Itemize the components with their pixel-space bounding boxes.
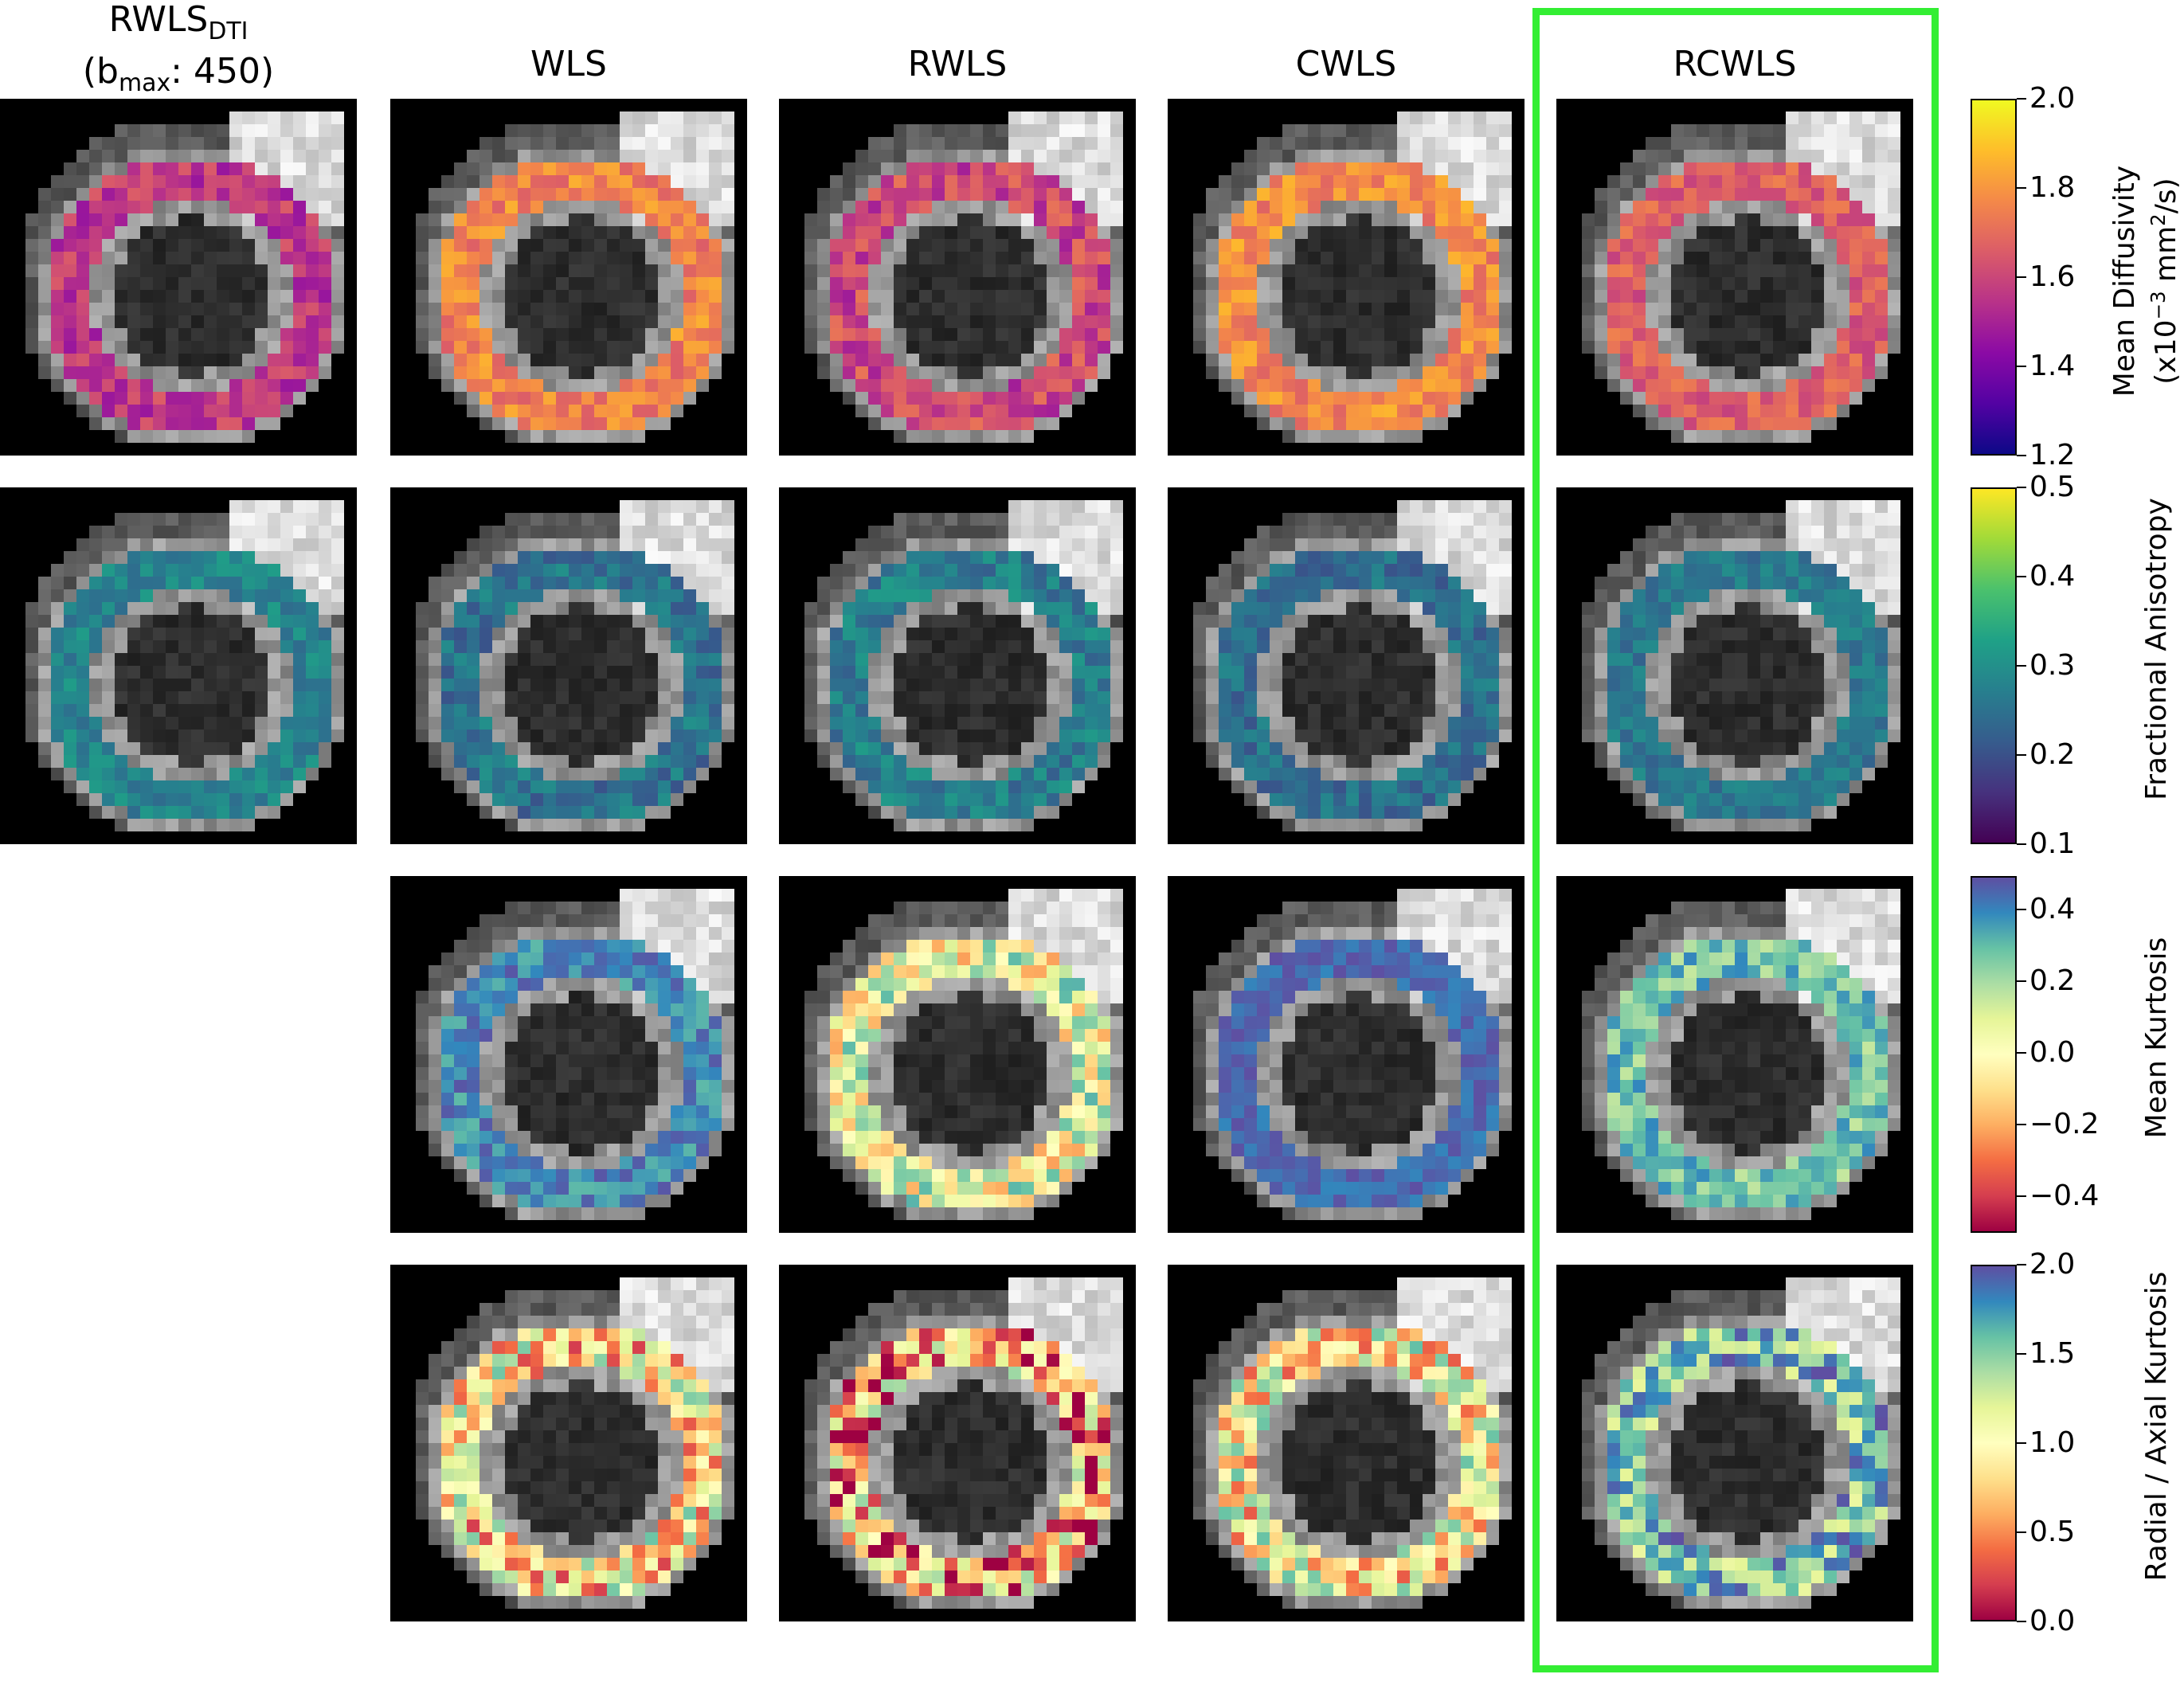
column-title-cwls: CWLS	[1295, 44, 1397, 84]
colorbar-tick-mark	[2017, 1052, 2026, 1054]
colorbar-tick-label: −0.2	[2029, 1108, 2100, 1140]
colorbar-tick-mark	[2017, 843, 2026, 845]
colorbar-tick-mark	[2017, 1531, 2026, 1533]
colorbar-tick-label: 0.0	[2029, 1036, 2076, 1069]
colorbar-tick-label: 1.0	[2029, 1426, 2076, 1459]
colorbar-tick-mark	[2017, 187, 2026, 189]
colorbar-tick-label: 0.4	[2029, 893, 2076, 925]
colorbar-tick-label: 2.0	[2029, 1248, 2076, 1281]
colorbar-tick-label: 1.2	[2029, 439, 2076, 471]
colorbar-tick-mark	[2017, 665, 2026, 667]
map-panel-md-rcwls	[1556, 99, 1913, 456]
column-title-rwls: RWLS	[907, 44, 1008, 84]
colorbar-tick-mark	[2017, 576, 2026, 577]
map-panel-rk-ak-rcwls	[1556, 1265, 1913, 1621]
colorbar-tick-label: 0.1	[2029, 827, 2076, 860]
map-panel-mk-rwls	[779, 876, 1136, 1233]
map-panel-md-cwls	[1168, 99, 1524, 456]
colorbar-tick-mark	[2017, 909, 2026, 910]
colorbar-rk-ak	[1971, 1265, 2017, 1621]
colorbar-tick-label: 0.0	[2029, 1605, 2076, 1637]
column-title-rcwls: RCWLS	[1673, 44, 1797, 84]
colorbar-tick-label: 1.8	[2029, 171, 2076, 204]
colorbar-label-mk: Mean Kurtosis	[2140, 937, 2173, 1139]
colorbar-tick-mark	[2017, 754, 2026, 756]
colorbar-tick-label: 0.5	[2029, 471, 2076, 503]
map-panel-fa-cwls	[1168, 487, 1524, 844]
colorbar-tick-mark	[2017, 1195, 2026, 1197]
map-panel-mk-wls	[390, 876, 747, 1233]
colorbar-tick-mark	[2017, 1264, 2026, 1265]
colorbar-tick-mark	[2017, 1124, 2026, 1125]
colorbar-tick-label: 1.4	[2029, 350, 2076, 382]
map-panel-rk-ak-wls	[390, 1265, 747, 1621]
map-panel-md-wls	[390, 99, 747, 456]
colorbar-label-md: Mean Diffusivity (x10−3 mm2/s)	[2108, 165, 2182, 397]
column-title-wls: WLS	[530, 44, 607, 84]
colorbar-fa	[1971, 487, 2017, 844]
colorbar-mk	[1971, 876, 2017, 1233]
colorbar-tick-label: −0.4	[2029, 1179, 2100, 1212]
column-title-rwls-dti: RWLSDTI (bmax: 450)	[82, 0, 275, 97]
rcwls-highlight-frame	[1532, 8, 1939, 1672]
colorbar-md	[1971, 99, 2017, 456]
colorbar-tick-label: 2.0	[2029, 82, 2076, 115]
colorbar-tick-mark	[2017, 980, 2026, 982]
colorbar-tick-mark	[2017, 1442, 2026, 1444]
colorbar-tick-mark	[2017, 98, 2026, 100]
colorbar-tick-label: 1.6	[2029, 260, 2076, 293]
colorbar-tick-mark	[2017, 366, 2026, 367]
colorbar-tick-label: 1.5	[2029, 1337, 2076, 1370]
map-panel-fa-rwls	[779, 487, 1136, 844]
map-panel-fa-rcwls	[1556, 487, 1913, 844]
colorbar-tick-mark	[2017, 455, 2026, 456]
colorbar-tick-label: 0.5	[2029, 1516, 2076, 1548]
colorbar-label-rk-ak: Radial / Axial Kurtosis	[2140, 1271, 2173, 1582]
colorbar-label-fa: Fractional Anisotropy	[2140, 498, 2173, 800]
map-panel-fa-wls	[390, 487, 747, 844]
map-panel-rk-ak-cwls	[1168, 1265, 1524, 1621]
colorbar-tick-label: 0.2	[2029, 964, 2076, 997]
colorbar-tick-label: 0.2	[2029, 738, 2076, 771]
map-panel-md-rwls-dti	[0, 99, 357, 456]
colorbar-tick-mark	[2017, 487, 2026, 488]
colorbar-tick-label: 0.4	[2029, 560, 2076, 593]
colorbar-tick-label: 0.3	[2029, 649, 2076, 682]
map-panel-mk-rcwls	[1556, 876, 1913, 1233]
map-panel-fa-rwls-dti	[0, 487, 357, 844]
map-panel-md-rwls	[779, 99, 1136, 456]
map-panel-mk-cwls	[1168, 876, 1524, 1233]
colorbar-tick-mark	[2017, 1621, 2026, 1622]
colorbar-tick-mark	[2017, 1353, 2026, 1355]
map-panel-rk-ak-rwls	[779, 1265, 1136, 1621]
colorbar-tick-mark	[2017, 276, 2026, 278]
